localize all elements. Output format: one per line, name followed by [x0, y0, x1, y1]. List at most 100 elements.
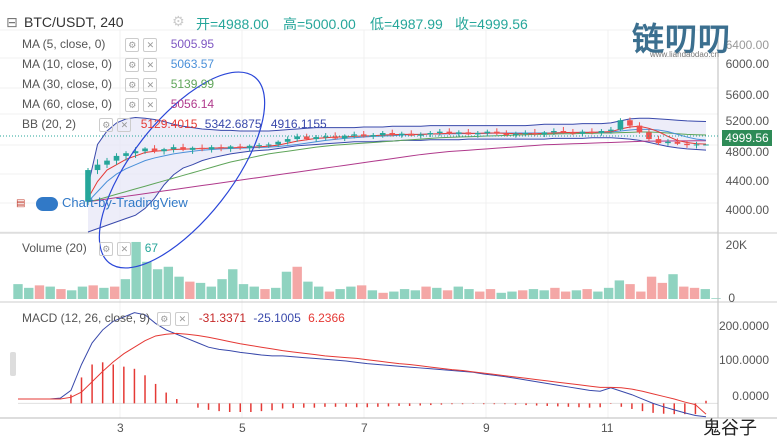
- ma10-label: MA (10, close, 0): [22, 57, 113, 71]
- ma30-label: MA (30, close, 0): [22, 77, 113, 91]
- volume-bar: [346, 286, 356, 299]
- volume-bar: [260, 289, 270, 299]
- ma60-value: 5056.14: [170, 97, 215, 111]
- candle-body: [227, 146, 234, 149]
- settings-icon[interactable]: ⚙: [125, 37, 140, 52]
- candle-body: [446, 131, 453, 134]
- candle-body: [123, 153, 129, 156]
- volume-bar: [217, 279, 227, 299]
- candle-body: [475, 133, 481, 135]
- candle-body: [284, 139, 291, 142]
- settings-icon[interactable]: ⚙: [125, 57, 140, 72]
- volume-bar: [152, 269, 163, 299]
- candle-body: [208, 147, 215, 150]
- volume-bar: [56, 289, 66, 299]
- open-value: 开=4988.00: [196, 16, 269, 32]
- volume-bar: [335, 289, 345, 299]
- candle-body: [170, 147, 177, 150]
- volume-bar: [464, 289, 474, 299]
- ma10-value: 5063.57: [170, 57, 215, 71]
- volume-bar: [593, 291, 603, 299]
- settings-icon[interactable]: ⚙: [172, 13, 185, 29]
- candle-body: [541, 132, 548, 135]
- candle-body: [161, 149, 167, 152]
- ma60-legend[interactable]: MA (60, close, 0) ⚙ ✕ 5056.14: [22, 97, 214, 112]
- volume-bar: [528, 289, 539, 299]
- candle-body: [351, 134, 358, 136]
- settings-icon[interactable]: ⚙: [157, 311, 172, 326]
- candle-body: [436, 131, 443, 134]
- candle-body: [294, 136, 300, 140]
- volume-bar: [442, 290, 453, 299]
- candle-body: [275, 141, 281, 145]
- volume-bar: [603, 287, 614, 299]
- volume-bar: [689, 287, 700, 299]
- close-icon[interactable]: ✕: [143, 37, 158, 52]
- close-icon[interactable]: ✕: [143, 57, 158, 72]
- bb-lower-value: 4916.1155: [270, 117, 327, 131]
- close-icon[interactable]: ✕: [175, 311, 190, 326]
- bb-label: BB (20, 2): [22, 117, 77, 131]
- candle-body: [218, 147, 224, 149]
- volume-tick: 0: [728, 291, 735, 305]
- volume-bar: [367, 290, 378, 299]
- volume-legend[interactable]: Volume (20) ⚙ ✕ 67: [22, 241, 158, 256]
- candle-body: [303, 136, 310, 140]
- macd-legend[interactable]: MACD (12, 26, close, 9) ⚙ ✕ -31.3371 -25.…: [22, 311, 345, 326]
- settings-icon[interactable]: ⚙: [125, 97, 140, 112]
- candle-body: [85, 170, 91, 202]
- candle-body: [598, 131, 605, 134]
- price-tick: 4000.00: [725, 203, 769, 217]
- candle-body: [132, 151, 139, 154]
- candle-body: [113, 155, 120, 161]
- settings-icon[interactable]: ⚙: [99, 117, 114, 132]
- candle-body: [570, 132, 576, 134]
- candle-body: [256, 145, 262, 147]
- scroll-handle[interactable]: [10, 352, 16, 376]
- annotation-ellipse: [98, 71, 266, 269]
- candle-body: [665, 141, 671, 144]
- last-price-tag: 4999.56: [722, 130, 772, 146]
- volume-bars: [13, 241, 721, 299]
- volume-bar: [45, 286, 55, 299]
- pane-frame: [0, 30, 777, 419]
- close-icon[interactable]: ✕: [117, 241, 132, 256]
- circle-annotation: [98, 71, 266, 269]
- volume-bar: [206, 286, 216, 299]
- bb-upper-line: [87, 117, 707, 187]
- ma30-legend[interactable]: MA (30, close, 0) ⚙ ✕ 5139.99: [22, 77, 214, 92]
- candle-body: [360, 134, 367, 137]
- volume-bar: [700, 289, 710, 299]
- macd-label: MACD (12, 26, close, 9): [22, 311, 151, 325]
- volume-bar: [475, 291, 485, 299]
- volume-bar: [550, 287, 560, 299]
- high-value: 高=5000.00: [283, 16, 356, 32]
- close-icon[interactable]: ✕: [143, 97, 158, 112]
- candle-body: [636, 125, 643, 133]
- tradingview-attribution[interactable]: Chart-by-TradingView: [36, 195, 188, 211]
- ma5-value: 5005.95: [170, 37, 215, 51]
- volume-bar: [356, 285, 367, 299]
- volume-bar: [560, 291, 571, 299]
- candle-body: [142, 148, 148, 152]
- ma10-legend[interactable]: MA (10, close, 0) ⚙ ✕ 5063.57: [22, 57, 214, 72]
- candle-body: [455, 132, 462, 134]
- settings-icon[interactable]: ⚙: [125, 77, 140, 92]
- collapse-icon[interactable]: ⊟: [6, 14, 18, 30]
- close-icon[interactable]: ✕: [143, 77, 158, 92]
- candle-body: [674, 141, 681, 144]
- close-icon[interactable]: ✕: [117, 117, 132, 132]
- candle-body: [703, 144, 709, 146]
- ma5-legend[interactable]: MA (5, close, 0) ⚙ ✕ 5005.95: [22, 37, 214, 52]
- volume-label: Volume (20): [22, 241, 87, 255]
- volume-bar: [67, 290, 77, 299]
- volume-bar: [324, 291, 335, 299]
- bb-legend[interactable]: BB (20, 2) ⚙ ✕ 5129.4015 5342.6875 4916.1…: [22, 117, 327, 132]
- volume-value: 67: [144, 241, 159, 255]
- macd-pane: [18, 312, 718, 418]
- x-tick: 3: [117, 421, 124, 435]
- bb-basis-value: 5129.4015: [140, 117, 198, 131]
- settings-icon[interactable]: ⚙: [99, 241, 114, 256]
- candle-body: [579, 131, 586, 134]
- macd-tick: 100.0000: [718, 353, 769, 367]
